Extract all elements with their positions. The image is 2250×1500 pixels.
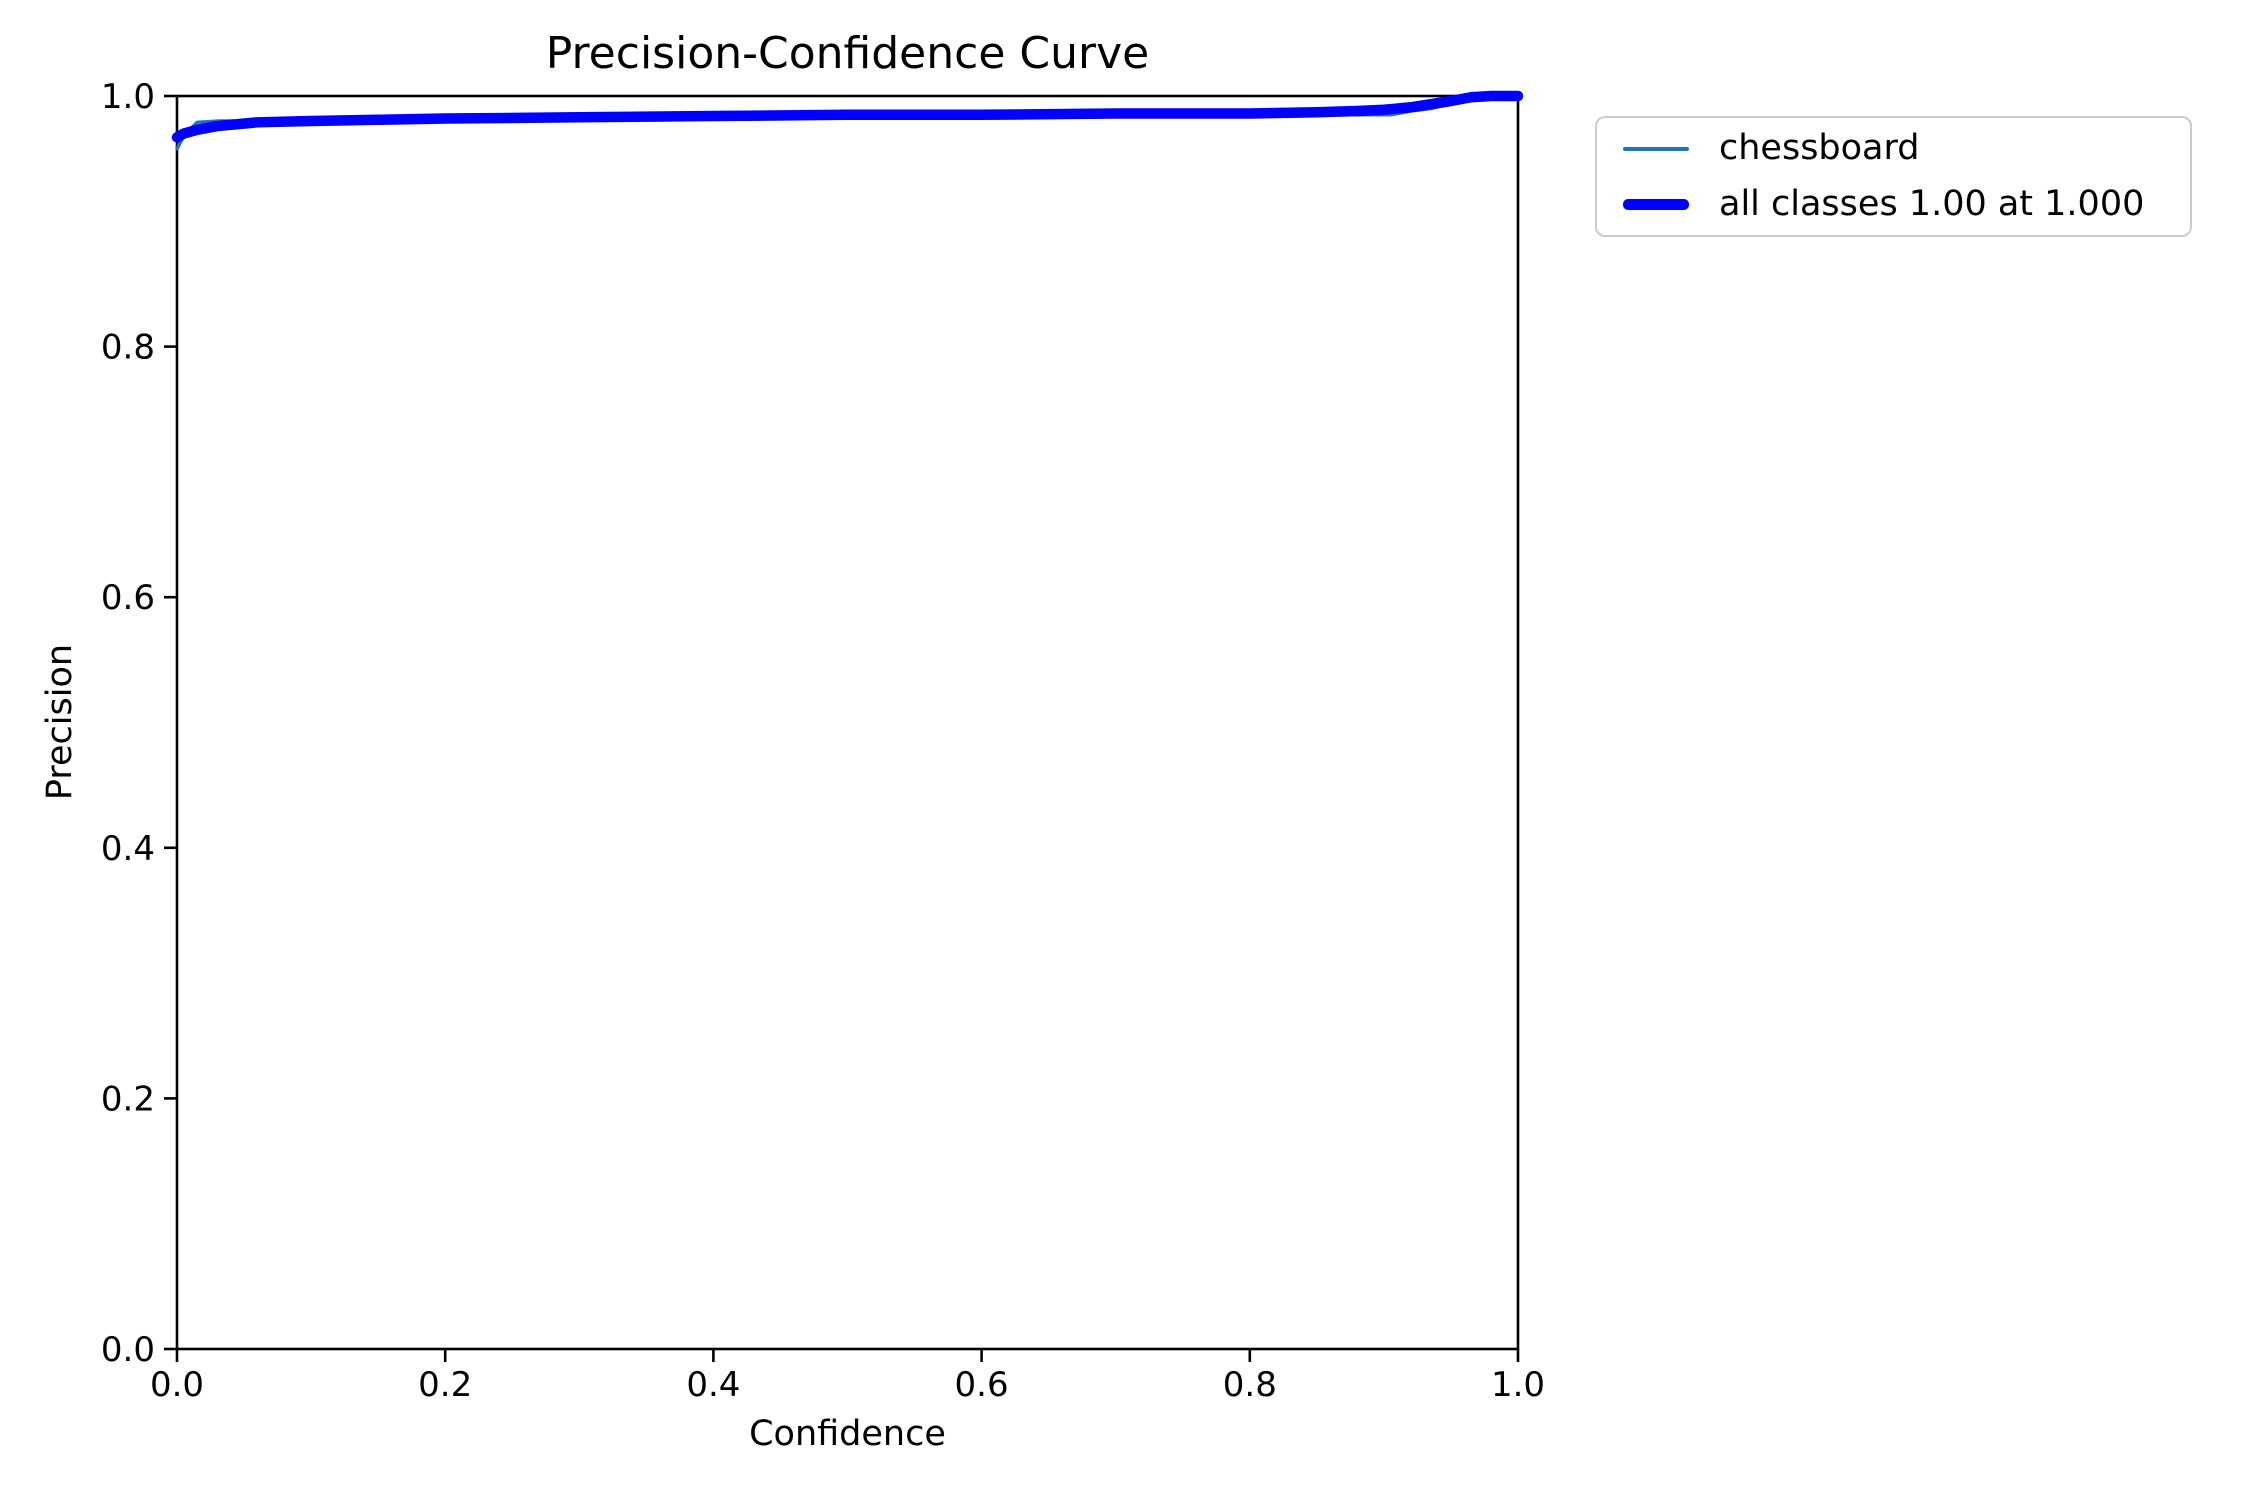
x-axis-label: Confidence	[749, 1414, 946, 1454]
x-tick-label: 0.6	[955, 1365, 1009, 1405]
y-tick-label: 0.0	[101, 1330, 155, 1370]
legend-line-swatch	[1623, 146, 1689, 151]
series-line-all-classes-1-00-at-1-000	[171, 90, 1524, 143]
legend-item: all classes 1.00 at 1.000	[1623, 184, 2190, 226]
legend: chessboard all classes 1.00 at 1.000	[1595, 116, 2192, 237]
x-tick-label: 1.0	[1491, 1365, 1545, 1405]
legend-item-label: all classes 1.00 at 1.000	[1719, 184, 2145, 225]
x-tick-label: 0.8	[1223, 1365, 1277, 1405]
y-tick-label: 0.6	[101, 578, 155, 618]
legend-item-label: chessboard	[1719, 128, 1920, 169]
legend-line-swatch	[1623, 199, 1689, 210]
chart-title: Precision-Confidence Curve	[545, 28, 1150, 79]
y-tick-label: 0.2	[101, 1079, 155, 1119]
y-axis-label: Precision	[40, 643, 80, 801]
x-tick-label: 0.4	[686, 1365, 740, 1405]
legend-item: chessboard	[1623, 128, 2190, 170]
x-tick-label: 0.2	[418, 1365, 472, 1405]
y-tick-label: 0.4	[101, 829, 155, 869]
y-tick-label: 0.8	[101, 328, 155, 368]
axes-frame	[175, 94, 1520, 1351]
x-tick-label: 0.0	[150, 1365, 204, 1405]
y-tick-label: 1.0	[101, 77, 155, 117]
